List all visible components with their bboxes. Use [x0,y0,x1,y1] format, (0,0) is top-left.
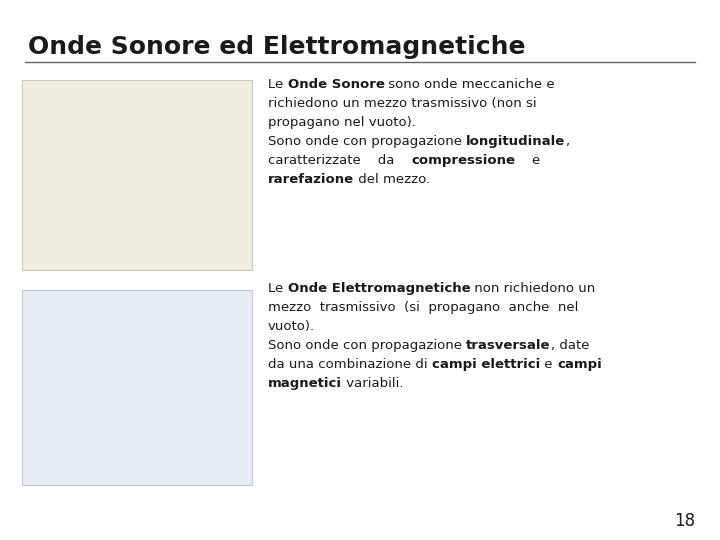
Text: magnetici: magnetici [268,377,342,390]
Bar [22,290,252,485]
Text: e: e [516,154,541,167]
Text: variabili.: variabili. [342,377,403,390]
Text: Le: Le [268,282,287,295]
Text: Sono onde con propagazione: Sono onde con propagazione [268,135,467,148]
Text: del mezzo.: del mezzo. [354,173,431,186]
Text: trasversale: trasversale [467,339,551,352]
Text: Sono onde con propagazione: Sono onde con propagazione [268,339,467,352]
Text: longitudinale: longitudinale [467,135,565,148]
Text: rarefazione: rarefazione [268,173,354,186]
Text: Onde Sonore ed Elettromagnetiche: Onde Sonore ed Elettromagnetiche [28,35,526,59]
Text: vuoto).: vuoto). [268,320,315,333]
Text: da una combinazione di: da una combinazione di [268,358,432,371]
Text: sono onde meccaniche e: sono onde meccaniche e [384,78,555,91]
Text: Le: Le [268,78,287,91]
Text: non richiedono un: non richiedono un [470,282,595,295]
Text: mezzo  trasmissivo  (si  propagano  anche  nel: mezzo trasmissivo (si propagano anche ne… [268,301,578,314]
Text: e: e [540,358,557,371]
Text: Onde Elettromagnetiche: Onde Elettromagnetiche [287,282,470,295]
Text: 18: 18 [674,512,695,530]
Text: campi elettrici: campi elettrici [432,358,540,371]
Text: ,: , [565,135,570,148]
Bar [22,80,252,270]
Text: propagano nel vuoto).: propagano nel vuoto). [268,116,416,129]
Text: campi: campi [557,358,602,371]
Text: richiedono un mezzo trasmissivo (non si: richiedono un mezzo trasmissivo (non si [268,97,536,110]
Text: compressione: compressione [411,154,516,167]
Text: , date: , date [551,339,589,352]
Text: Onde Sonore: Onde Sonore [287,78,384,91]
Text: caratterizzate    da: caratterizzate da [268,154,411,167]
